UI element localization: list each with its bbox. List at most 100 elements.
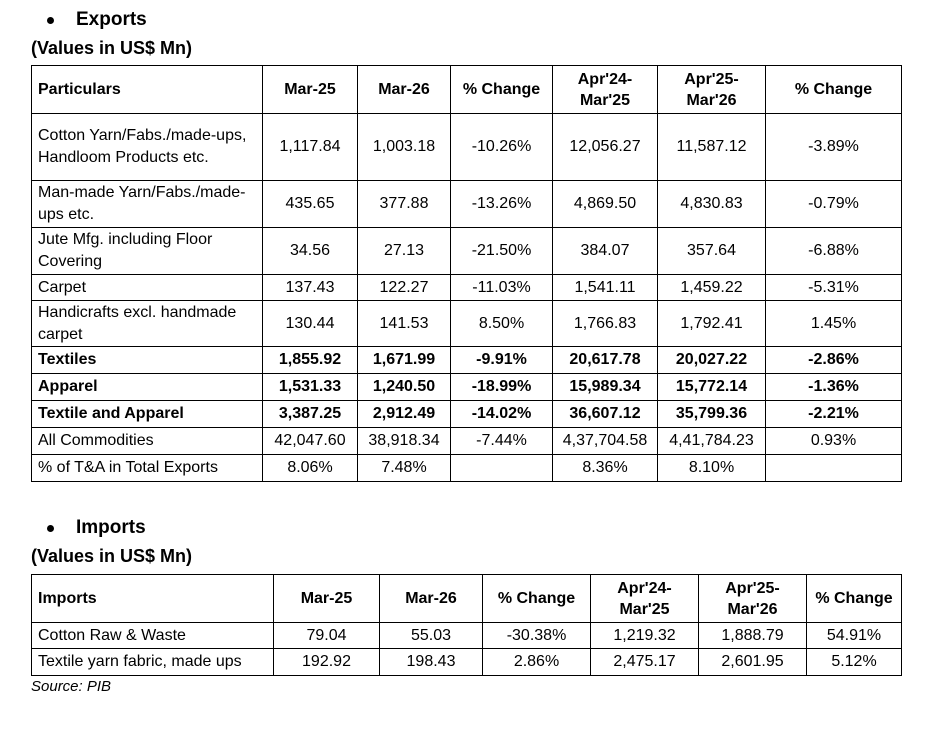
table-cell: 2,912.49 — [357, 400, 451, 428]
header-line: Mar'26 — [686, 91, 737, 109]
table-cell: -13.26% — [450, 180, 553, 228]
table-cell: -21.50% — [450, 227, 553, 275]
table-cell: 1,855.92 — [262, 346, 358, 374]
imports-units: (Values in US$ Mn) — [31, 546, 193, 566]
column-header: Apr'24- Mar'25 — [552, 65, 658, 114]
table-cell: 1,531.33 — [262, 373, 358, 401]
table-cell: 8.10% — [657, 454, 766, 482]
source-note: Source: PIB — [31, 678, 112, 695]
table-cell: 1,117.84 — [262, 113, 358, 181]
exports-units: (Values in US$ Mn) — [31, 38, 193, 58]
table-cell: 130.44 — [262, 300, 358, 347]
bullet-icon — [47, 524, 54, 532]
table-cell: 1,459.22 — [657, 274, 766, 301]
column-header: Apr'24- Mar'25 — [590, 574, 699, 623]
column-header: Mar-26 — [379, 574, 483, 623]
table-cell: 12,056.27 — [552, 113, 658, 181]
table-row: Cotton Yarn/Fabs./made-ups, Handloom Pro… — [31, 113, 902, 181]
imports-header-row: Imports Mar-25 Mar-26 % Change Apr'24- Ma… — [31, 574, 902, 623]
table-cell: -11.03% — [450, 274, 553, 301]
imports-table: Imports Mar-25 Mar-26 % Change Apr'24- Ma… — [31, 574, 902, 676]
bullet-icon — [47, 16, 54, 24]
table-cell: -18.99% — [450, 373, 553, 401]
table-cell: 11,587.12 — [657, 113, 766, 181]
table-cell: 384.07 — [552, 227, 658, 275]
table-cell: 7.48% — [357, 454, 451, 482]
table-cell: -2.86% — [765, 346, 902, 374]
header-line: Apr'24- — [577, 70, 633, 88]
row-label: Textile yarn fabric, made ups — [31, 648, 274, 676]
table-cell: 1,766.83 — [552, 300, 658, 347]
table-row: Textile yarn fabric, made ups 192.92 198.4… — [31, 648, 902, 676]
table-row: Textiles 1,855.92 1,671.99 -9.91% 20,617.78 2… — [31, 346, 902, 374]
table-cell: 15,989.34 — [552, 373, 658, 401]
imports-heading-text: Imports — [76, 517, 146, 538]
table-row: Cotton Raw & Waste 79.04 55.03 -30.38% 1,219… — [31, 622, 902, 649]
header-line: Apr'25- — [684, 70, 739, 88]
table-row: Jute Mfg. including Floor Covering 34.56 2… — [31, 227, 902, 275]
table-cell: 79.04 — [273, 622, 380, 649]
header-line: Apr'25- — [725, 579, 780, 597]
table-cell: 377.88 — [357, 180, 451, 228]
table-row: Handicrafts excl. handmade carpet 130.44 1… — [31, 300, 902, 347]
table-cell: 4,37,704.58 — [552, 427, 658, 455]
table-cell: 1,240.50 — [357, 373, 451, 401]
table-cell: 1,671.99 — [357, 346, 451, 374]
table-cell: 5.12% — [806, 648, 902, 676]
table-cell: 55.03 — [379, 622, 483, 649]
row-label: Man-made Yarn/Fabs./made-ups etc. — [31, 180, 263, 228]
table-cell: 8.06% — [262, 454, 358, 482]
table-cell: 3,387.25 — [262, 400, 358, 428]
column-header: Mar-25 — [273, 574, 380, 623]
table-cell: 192.92 — [273, 648, 380, 676]
column-header: % Change — [450, 65, 553, 114]
table-cell: 2.86% — [482, 648, 591, 676]
column-header: Mar-25 — [262, 65, 358, 114]
table-cell: 8.36% — [552, 454, 658, 482]
row-label: Textiles — [31, 346, 263, 374]
column-header: Apr'25- Mar'26 — [657, 65, 766, 114]
row-label: Cotton Yarn/Fabs./made-ups, Handloom Pro… — [31, 113, 263, 181]
table-row: % of T&A in Total Exports 8.06% 7.48% 8.36%… — [31, 454, 902, 482]
row-label: % of T&A in Total Exports — [31, 454, 263, 482]
table-cell: 35,799.36 — [657, 400, 766, 428]
table-row: Man-made Yarn/Fabs./made-ups etc. 435.65 3… — [31, 180, 902, 228]
table-cell: -30.38% — [482, 622, 591, 649]
table-cell: 8.50% — [450, 300, 553, 347]
table-cell: 4,830.83 — [657, 180, 766, 228]
column-header: % Change — [806, 574, 902, 623]
table-cell: 42,047.60 — [262, 427, 358, 455]
exports-heading-text: Exports — [76, 9, 147, 30]
table-row: Textile and Apparel 3,387.25 2,912.49 -14.0… — [31, 400, 902, 428]
row-label: All Commodities — [31, 427, 263, 455]
table-cell: 1,541.11 — [552, 274, 658, 301]
table-cell: 1,792.41 — [657, 300, 766, 347]
exports-heading: Exports — [47, 9, 147, 31]
table-cell: -1.36% — [765, 373, 902, 401]
row-label: Apparel — [31, 373, 263, 401]
table-cell: -5.31% — [765, 274, 902, 301]
table-cell — [450, 454, 553, 482]
table-cell: -7.44% — [450, 427, 553, 455]
table-cell: 20,617.78 — [552, 346, 658, 374]
table-row: Apparel 1,531.33 1,240.50 -18.99% 15,989.34 1… — [31, 373, 902, 401]
table-cell: 36,607.12 — [552, 400, 658, 428]
table-cell: 1,003.18 — [357, 113, 451, 181]
table-cell: 34.56 — [262, 227, 358, 275]
table-cell: 122.27 — [357, 274, 451, 301]
table-cell: 38,918.34 — [357, 427, 451, 455]
table-cell: 1,219.32 — [590, 622, 699, 649]
row-label: Jute Mfg. including Floor Covering — [31, 227, 263, 275]
table-cell: -10.26% — [450, 113, 553, 181]
table-cell: -2.21% — [765, 400, 902, 428]
table-cell: -14.02% — [450, 400, 553, 428]
column-header: Mar-26 — [357, 65, 451, 114]
column-header: Particulars — [31, 65, 263, 114]
imports-heading: Imports — [47, 517, 146, 539]
table-cell: -6.88% — [765, 227, 902, 275]
column-header: % Change — [765, 65, 902, 114]
column-header: Imports — [31, 574, 274, 623]
table-row: Carpet 137.43 122.27 -11.03% 1,541.11 1,459.2… — [31, 274, 902, 301]
column-header: % Change — [482, 574, 591, 623]
row-label: Carpet — [31, 274, 263, 301]
